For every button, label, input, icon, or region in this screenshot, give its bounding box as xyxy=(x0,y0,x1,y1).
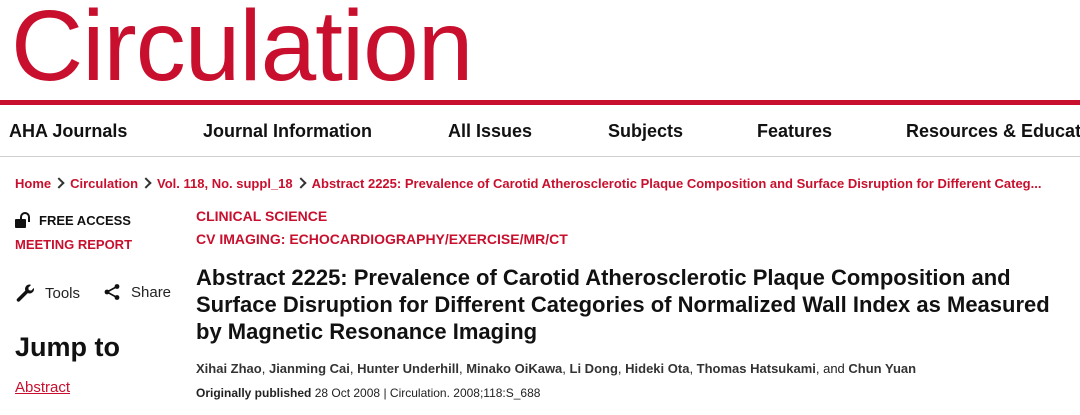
breadcrumb: Home Circulation Vol. 118, No. suppl_18 Abs… xyxy=(15,175,1075,193)
share-icon xyxy=(104,284,120,300)
pub-divider: | xyxy=(383,386,387,400)
chevron-right-icon xyxy=(53,177,65,189)
citation: Circulation. 2008;118:S_688 xyxy=(389,386,541,400)
lock-open-icon xyxy=(15,211,33,229)
breadcrumb-circulation[interactable]: Circulation xyxy=(70,176,139,191)
article-title: Abstract 2225: Prevalence of Carotid Ath… xyxy=(196,265,1050,344)
author-link[interactable]: Thomas Hatsukami xyxy=(696,361,816,376)
nav-all-issues[interactable]: All Issues xyxy=(448,121,533,141)
author-link[interactable]: Xihai Zhao xyxy=(196,361,262,376)
author-link[interactable]: Jianming Cai xyxy=(268,361,350,376)
article-subsection[interactable]: CV IMAGING: ECHOCARDIOGRAPHY/EXERCISE/MR… xyxy=(196,231,568,247)
author-separator: , xyxy=(689,361,697,376)
author-separator: , xyxy=(349,361,358,376)
author-link[interactable]: Li Dong xyxy=(569,361,618,376)
chevron-right-icon xyxy=(140,177,152,189)
access-label: FREE ACCESS xyxy=(39,212,131,228)
author-link[interactable]: Minako OiKawa xyxy=(466,361,563,376)
breadcrumb-home[interactable]: Home xyxy=(15,176,52,191)
author-separator: , xyxy=(261,361,269,376)
journal-logo[interactable]: Circulation xyxy=(11,0,473,102)
masthead: Circulation xyxy=(0,0,1080,102)
chevron-right-icon xyxy=(294,177,307,189)
main-nav: AHA Journals Journal Information All Iss… xyxy=(0,105,1080,157)
wrench-icon xyxy=(16,284,35,302)
tools-label: Tools xyxy=(45,284,81,302)
nav-features[interactable]: Features xyxy=(757,121,833,141)
author-list: Xihai Zhao, Jianming Cai, Hunter Underhi… xyxy=(196,361,916,376)
breadcrumb-current-article[interactable]: Abstract 2225: Prevalence of Carotid Ath… xyxy=(311,176,1042,191)
author-separator: , xyxy=(562,361,570,376)
nav-aha-journals[interactable]: AHA Journals xyxy=(9,121,128,141)
author-separator: , and xyxy=(815,361,849,376)
share-button[interactable]: Share xyxy=(103,283,171,301)
access-badge: FREE ACCESS xyxy=(15,210,131,230)
publication-info: Originally published 28 Oct 2008 | Circu… xyxy=(196,386,540,400)
masthead-rule xyxy=(0,100,1080,105)
nav-subjects[interactable]: Subjects xyxy=(608,121,684,141)
author-separator: , xyxy=(458,361,467,376)
published-date: 28 Oct 2008 xyxy=(314,386,381,400)
author-link[interactable]: Hideki Ota xyxy=(625,361,690,376)
author-link[interactable]: Hunter Underhill xyxy=(357,361,459,376)
author-separator: , xyxy=(617,361,626,376)
published-label: Originally published xyxy=(196,386,312,400)
jump-to-heading: Jump to xyxy=(15,332,120,362)
nav-resources-education[interactable]: Resources & Educat xyxy=(906,121,1080,141)
breadcrumb-issue[interactable]: Vol. 118, No. suppl_18 xyxy=(157,176,293,191)
article-section[interactable]: CLINICAL SCIENCE xyxy=(196,208,328,224)
share-label: Share xyxy=(131,283,172,301)
author-link[interactable]: Chun Yuan xyxy=(848,361,917,376)
tools-button[interactable]: Tools xyxy=(15,283,80,303)
nav-journal-information[interactable]: Journal Information xyxy=(203,121,373,141)
article-type: MEETING REPORT xyxy=(15,237,133,252)
jump-link-abstract[interactable]: Abstract xyxy=(15,379,71,396)
